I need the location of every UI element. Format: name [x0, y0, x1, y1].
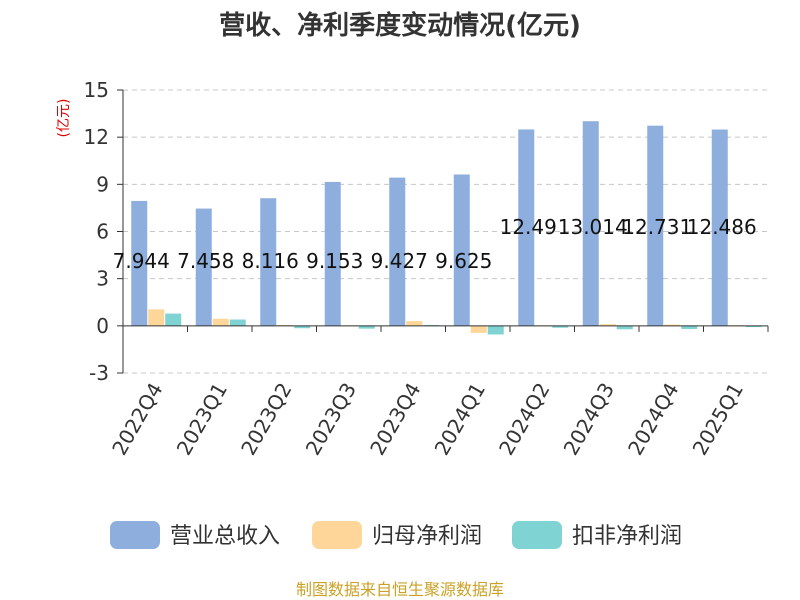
bar-2023Q4-s1 — [406, 321, 423, 326]
x-tick-label: 2024Q2 — [494, 379, 554, 460]
data-label: 7.458 — [177, 249, 234, 273]
bar-2024Q1-s2 — [487, 325, 504, 335]
bar-2025Q1-s0 — [711, 129, 728, 326]
legend[interactable]: 营业总收入 归母净利润 扣非净利润 — [110, 521, 682, 549]
legend-label[interactable]: 营业总收入 — [170, 524, 280, 549]
x-tick-label: 2024Q3 — [559, 379, 619, 460]
y-tick-label: 0 — [96, 314, 109, 338]
bar-2025Q1-s2 — [745, 325, 762, 328]
bars — [131, 121, 762, 335]
data-label: 7.944 — [113, 249, 170, 273]
bar-2022Q4-s2 — [165, 313, 182, 326]
legend-swatch[interactable] — [110, 521, 160, 549]
legend-label[interactable]: 归母净利润 — [372, 524, 482, 549]
y-tick-label: 6 — [96, 220, 109, 244]
x-tick-label: 2024Q4 — [623, 379, 683, 460]
data-label: 13.014 — [558, 215, 628, 239]
chart-title: 营收、净利季度变动情况(亿元) — [219, 10, 581, 41]
x-tick-label: 2023Q2 — [236, 379, 296, 460]
bar-2024Q1-s0 — [453, 174, 470, 326]
y-tick-label: 9 — [96, 172, 109, 196]
bar-2024Q4-s1 — [664, 324, 681, 326]
bar-2024Q3-s0 — [582, 121, 599, 326]
bar-2023Q3-s0 — [324, 181, 341, 326]
bar-2024Q3-s2 — [616, 325, 633, 330]
y-tick-label: 3 — [96, 267, 109, 291]
data-label: 8.116 — [242, 249, 299, 273]
bar-2022Q4-s1 — [148, 309, 165, 326]
x-tick-label: 2023Q3 — [301, 379, 361, 460]
x-tick-label: 2025Q1 — [688, 379, 748, 460]
x-tick-label: 2022Q4 — [107, 379, 167, 460]
y-axis: -3 0 3 6 9 12 15 — [84, 78, 124, 385]
bar-2023Q2-s0 — [260, 198, 277, 326]
y-tick-label: -3 — [89, 361, 109, 385]
bar-2023Q2-s2 — [294, 325, 311, 329]
x-tick-label: 2023Q4 — [365, 379, 425, 460]
data-label: 9.153 — [306, 249, 363, 273]
data-label: 12.49 — [500, 215, 557, 239]
y-tick-label: 15 — [84, 78, 109, 102]
x-tick-label: 2023Q1 — [172, 379, 232, 460]
bar-2024Q2-s2 — [552, 325, 569, 328]
y-axis-unit: (亿元) — [56, 99, 72, 138]
legend-swatch[interactable] — [512, 521, 562, 549]
y-tick-label: 12 — [84, 125, 109, 149]
data-label: 12.486 — [687, 215, 757, 239]
data-label: 12.731 — [622, 215, 692, 239]
legend-swatch[interactable] — [312, 521, 362, 549]
data-label: 9.625 — [435, 249, 492, 273]
bar-2024Q1-s1 — [470, 325, 487, 333]
bar-2024Q2-s0 — [518, 129, 535, 326]
legend-label[interactable]: 扣非净利润 — [572, 524, 682, 549]
bar-2024Q4-s2 — [681, 325, 698, 329]
data-labels: 7.944 7.458 8.116 9.153 9.427 9.625 12.49 13.01… — [113, 215, 757, 273]
bar-2022Q4-s0 — [131, 200, 148, 326]
bar-2024Q4-s0 — [647, 125, 664, 326]
x-axis: 2022Q4 2023Q1 2023Q2 2023Q3 2023Q4 2024Q1 2024… — [107, 325, 769, 460]
x-tick-label: 2024Q1 — [430, 379, 490, 460]
bar-2023Q1-s0 — [195, 208, 212, 326]
bar-2023Q1-s1 — [212, 318, 229, 326]
bar-2023Q3-s2 — [358, 325, 375, 329]
source-note: 制图数据来自恒生聚源数据库 — [296, 580, 504, 599]
bar-2023Q4-s0 — [389, 177, 406, 326]
bar-2023Q1-s2 — [229, 319, 246, 326]
bar-2024Q3-s1 — [599, 324, 616, 326]
data-label: 9.427 — [371, 249, 428, 273]
